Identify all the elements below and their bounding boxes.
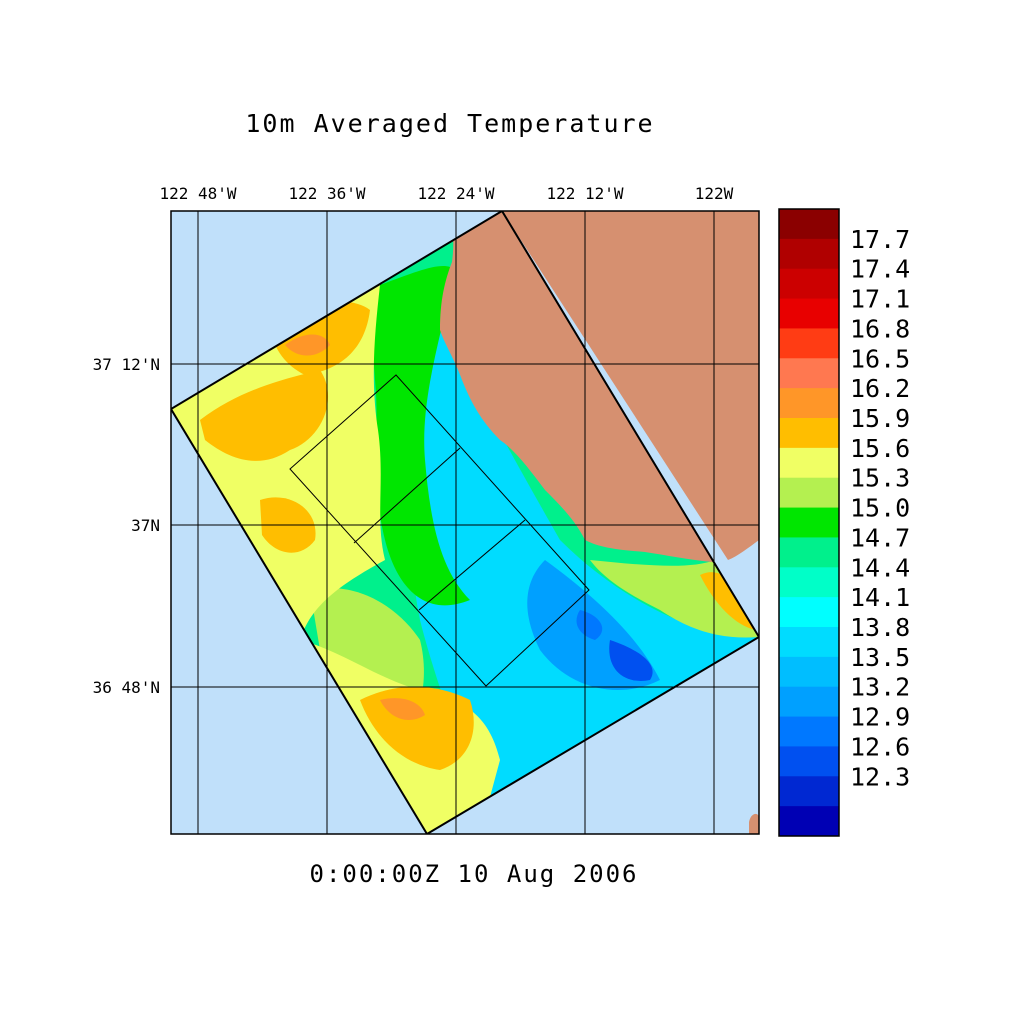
colorbar-swatch xyxy=(779,537,839,568)
lat-tick-1: 37 12'N xyxy=(93,355,160,374)
model-domain-outline xyxy=(171,211,759,834)
latitude-ticks: 37 12'N 37N 36 48'N xyxy=(93,355,160,697)
colorbar-swatch xyxy=(779,418,839,449)
colorbar-label: 13.5 xyxy=(850,643,910,672)
colorbar-swatch xyxy=(779,567,839,598)
colorbar-swatch xyxy=(779,238,839,270)
lon-tick-1: 122 48'W xyxy=(159,184,236,203)
colorbar-label: 12.9 xyxy=(850,703,910,732)
lat-tick-2: 37N xyxy=(131,516,160,535)
colorbar-swatch xyxy=(779,328,839,359)
nested-grid-line-2 xyxy=(418,519,526,611)
lat-tick-3: 36 48'N xyxy=(93,678,160,697)
colorbar-swatch xyxy=(779,447,839,479)
colorbar-swatch xyxy=(779,716,839,747)
colorbar-label: 15.3 xyxy=(850,464,910,493)
colorbar-swatch xyxy=(779,298,839,329)
lon-tick-5: 122W xyxy=(695,184,734,203)
colorbar-label: 15.9 xyxy=(850,404,910,433)
colorbar-label: 17.7 xyxy=(850,225,910,254)
land-outside xyxy=(502,211,759,560)
longitude-ticks: 122 48'W 122 36'W 122 24'W 122 12'W 122W xyxy=(159,184,733,203)
colorbar-border xyxy=(778,208,840,837)
colorbar-label: 15.0 xyxy=(850,494,910,523)
cold-spot-1 xyxy=(609,640,653,681)
colorbar-swatch xyxy=(779,686,839,718)
warm-patch-1 xyxy=(200,370,329,461)
colorbar-label: 13.8 xyxy=(850,613,910,642)
warm-patch-6 xyxy=(285,334,330,356)
lon-tick-2: 122 36'W xyxy=(288,184,365,203)
warm-patch-5 xyxy=(380,698,425,720)
colorbar-swatch xyxy=(779,507,839,538)
colorbar-label: 14.4 xyxy=(850,553,910,582)
colorbar-swatch xyxy=(779,477,839,509)
lon-tick-4: 122 12'W xyxy=(546,184,623,203)
map-title: 10m Averaged Temperature xyxy=(245,109,654,138)
colorbar-swatch xyxy=(779,627,839,658)
nested-grid-outline xyxy=(289,374,590,687)
colorbar-swatch xyxy=(779,268,839,300)
colorbar-swatch xyxy=(779,776,839,807)
colorbar-swatch xyxy=(779,746,839,777)
colorbar-label: 16.5 xyxy=(850,344,910,373)
lon-tick-3: 122 24'W xyxy=(417,184,494,203)
offshore-warm xyxy=(171,285,385,640)
colorbar-swatch xyxy=(779,806,839,837)
colorbar-swatch xyxy=(779,358,839,389)
colorbar: 17.717.417.116.816.516.215.915.615.315.0… xyxy=(778,208,910,837)
colorbar-label: 12.3 xyxy=(850,762,910,791)
map-border xyxy=(170,210,760,835)
colorbar-label: 17.4 xyxy=(850,255,910,284)
green-front xyxy=(372,265,470,606)
cold-spot-2 xyxy=(576,610,603,640)
colorbar-label: 16.2 xyxy=(850,374,910,403)
nested-grid-line-1 xyxy=(353,447,461,544)
colorbar-swatch xyxy=(779,597,839,628)
nested-grid xyxy=(289,374,590,687)
colorbar-label: 12.6 xyxy=(850,732,910,761)
colorbar-label: 13.2 xyxy=(850,673,910,702)
colorbar-label: 15.6 xyxy=(850,434,910,463)
colorbar-label: 14.7 xyxy=(850,523,910,552)
timestamp: 0:00:00Z 10 Aug 2006 xyxy=(310,860,639,888)
colorbar-label: 17.1 xyxy=(850,285,910,314)
colorbar-swatch xyxy=(779,209,839,240)
colorbar-label: 14.1 xyxy=(850,583,910,612)
colorbar-swatch xyxy=(779,656,839,688)
colorbar-label: 16.8 xyxy=(850,314,910,343)
map-frame xyxy=(171,211,759,834)
land-outside-corner xyxy=(749,813,759,834)
colorbar-swatch xyxy=(779,388,839,419)
